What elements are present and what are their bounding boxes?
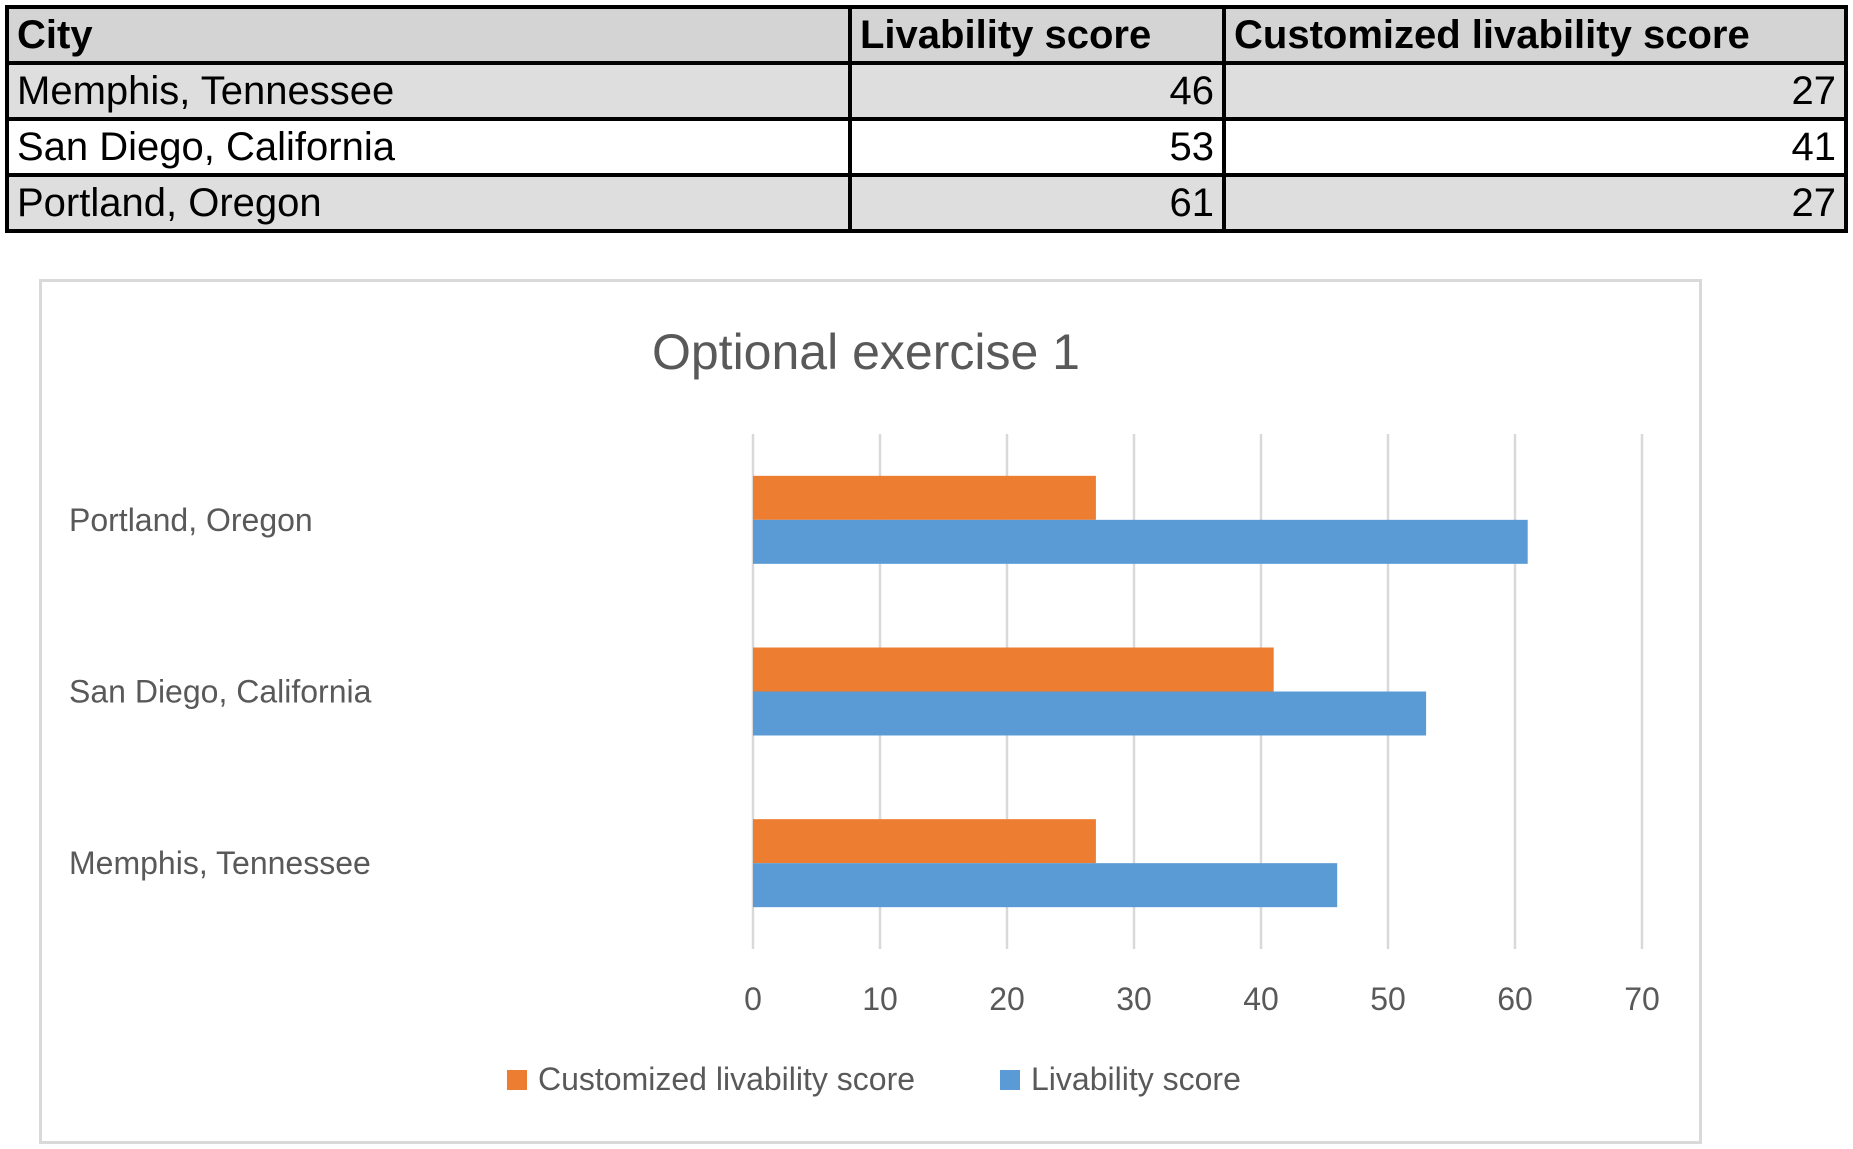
cell-city: Portland, Oregon: [5, 173, 852, 233]
bar: [753, 519, 1528, 564]
category-labels: Memphis, Tennessee San Diego, California P…: [69, 502, 372, 881]
legend-swatch: [507, 1070, 527, 1090]
x-tick-label: 40: [1243, 981, 1279, 1017]
x-tick-labels: 0 10 20 30 40 50 60 70: [744, 981, 1660, 1017]
bar: [753, 647, 1274, 692]
x-tick-label: 20: [989, 981, 1025, 1017]
bars: [753, 475, 1528, 908]
data-table: City Livability score Customized livabil…: [5, 5, 1848, 233]
legend-label: Customized livability score: [538, 1061, 915, 1097]
category-label: Memphis, Tennessee: [69, 845, 371, 881]
table-row: San Diego, California 53 41: [5, 117, 1848, 177]
chart-frame: Optional exercise 1 Memphis, Tennessee Sa…: [39, 279, 1702, 1144]
cell-city: Memphis, Tennessee: [5, 61, 852, 121]
cell-customized: 27: [1222, 173, 1848, 233]
bar: [753, 863, 1338, 908]
cell-livability: 46: [848, 61, 1226, 121]
x-tick-label: 50: [1370, 981, 1406, 1017]
table-row: Memphis, Tennessee 46 27: [5, 61, 1848, 121]
x-tick-label: 60: [1497, 981, 1533, 1017]
table-row: Portland, Oregon 61 27: [5, 173, 1848, 233]
x-tick-label: 0: [744, 981, 762, 1017]
bar: [753, 691, 1427, 736]
cell-customized: 41: [1222, 117, 1848, 177]
category-label: San Diego, California: [69, 674, 372, 710]
bar: [753, 819, 1096, 864]
cell-livability: 53: [848, 117, 1226, 177]
legend-swatch: [1000, 1070, 1020, 1090]
legend-label: Livability score: [1031, 1061, 1241, 1097]
cell-city: San Diego, California: [5, 117, 852, 177]
table-header-row: City Livability score Customized livabil…: [5, 5, 1848, 65]
x-tick-label: 70: [1624, 981, 1660, 1017]
header-customized-livability-score: Customized livability score: [1222, 5, 1848, 65]
header-city: City: [5, 5, 852, 65]
cell-livability: 61: [848, 173, 1226, 233]
cell-customized: 27: [1222, 61, 1848, 121]
legend: Customized livability score Livability sc…: [507, 1061, 1241, 1097]
bar-chart: Optional exercise 1 Memphis, Tennessee Sa…: [69, 324, 1660, 1097]
x-tick-label: 10: [862, 981, 898, 1017]
chart-title: Optional exercise 1: [652, 324, 1080, 380]
category-label: Portland, Oregon: [69, 502, 313, 538]
x-tick-label: 30: [1116, 981, 1152, 1017]
header-livability-score: Livability score: [848, 5, 1226, 65]
bar: [753, 475, 1096, 520]
